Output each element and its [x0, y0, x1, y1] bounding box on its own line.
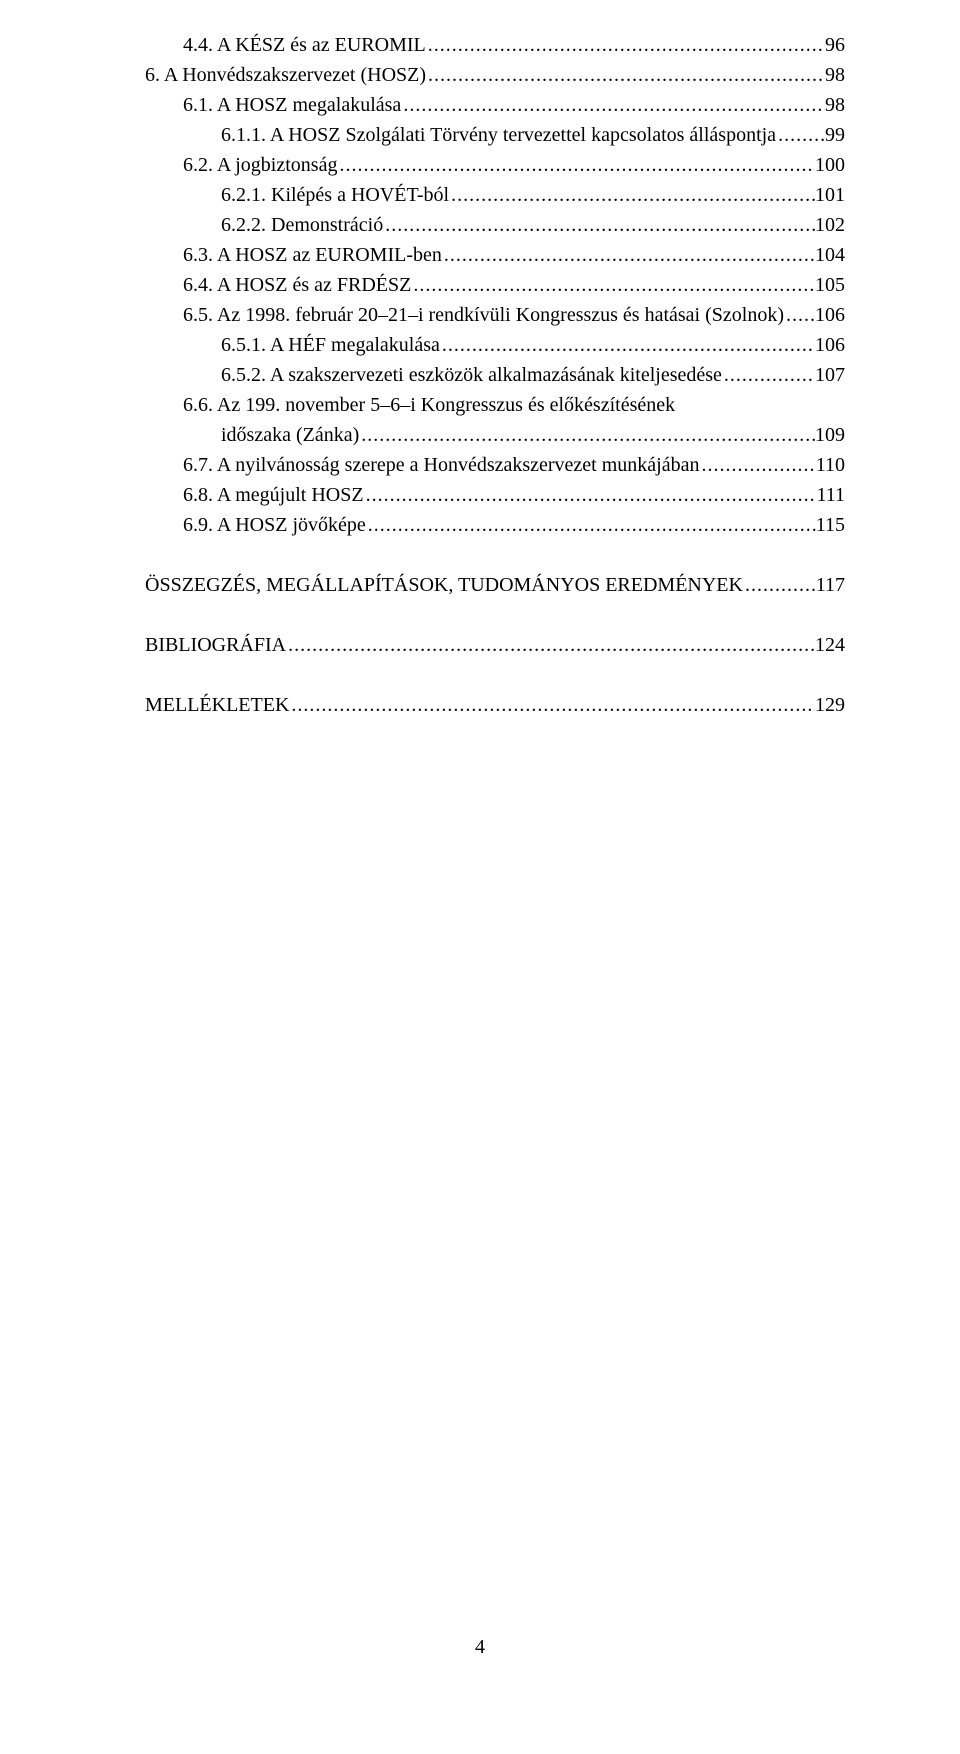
- toc-page-number: 109: [815, 420, 845, 450]
- toc-entry: 6. A Honvédszakszervezet (HOSZ) ........…: [145, 60, 845, 90]
- toc-text: 6.1. A HOSZ megalakulása: [183, 90, 401, 120]
- toc-text: 6. A Honvédszakszervezet (HOSZ): [145, 60, 426, 90]
- toc-entry: 6.4. A HOSZ és az FRDÉSZ ...............…: [145, 270, 845, 300]
- toc-leader-dots: ........................................…: [784, 300, 815, 330]
- toc-text: 6.5. Az 1998. február 20–21–i rendkívüli…: [183, 300, 784, 330]
- toc-text: ÖSSZEGZÉS, MEGÁLLAPÍTÁSOK, TUDOMÁNYOS ER…: [145, 570, 743, 600]
- toc-page-number: 100: [815, 150, 845, 180]
- toc-page-number: 101: [815, 180, 845, 210]
- toc-leader-dots: ........................................…: [449, 180, 815, 210]
- toc-entry: 6.3. A HOSZ az EUROMIL-ben .............…: [145, 240, 845, 270]
- toc-page-number: 115: [816, 510, 845, 540]
- toc-text: 6.6. Az 199. november 5–6–i Kongresszus …: [183, 394, 675, 416]
- page-number: 4: [0, 1636, 960, 1659]
- toc-leader-dots: ........................................…: [743, 570, 816, 600]
- toc-text: 6.2.1. Kilépés a HOVÉT-ból: [221, 180, 449, 210]
- toc-page-number: 98: [825, 60, 845, 90]
- toc-text: BIBLIOGRÁFIA: [145, 630, 286, 660]
- toc-text: 4.4. A KÉSZ és az EUROMIL: [183, 30, 426, 60]
- toc-page-number: 124: [815, 630, 845, 660]
- toc-text: 6.9. A HOSZ jövőképe: [183, 510, 366, 540]
- toc-entry: 6.5.2. A szakszervezeti eszközök alkalma…: [145, 360, 845, 390]
- toc-entry: 6.2.2. Demonstráció ....................…: [145, 210, 845, 240]
- toc-leader-dots: ........................................…: [289, 690, 815, 720]
- toc-page-number: 96: [825, 30, 845, 60]
- toc-entry: 4.4. A KÉSZ és az EUROMIL ..............…: [145, 30, 845, 60]
- toc-spacer: [145, 540, 845, 570]
- toc-leader-dots: ........................................…: [337, 150, 815, 180]
- toc-text: MELLÉKLETEK: [145, 690, 289, 720]
- toc-text: 6.4. A HOSZ és az FRDÉSZ: [183, 270, 411, 300]
- toc-entry: BIBLIOGRÁFIA ...........................…: [145, 630, 845, 660]
- toc-page-number: 117: [816, 570, 845, 600]
- toc-entry: 6.2. A jogbiztonság ....................…: [145, 150, 845, 180]
- toc-entry: 6.6. Az 199. november 5–6–i Kongresszus …: [145, 390, 845, 420]
- toc-leader-dots: ........................................…: [401, 90, 825, 120]
- toc-page-number: 107: [815, 360, 845, 390]
- toc-entry: 6.7. A nyilvánosság szerepe a Honvédszak…: [145, 450, 845, 480]
- toc-entry: 6.1. A HOSZ megalakulása ...............…: [145, 90, 845, 120]
- toc-leader-dots: ........................................…: [442, 240, 815, 270]
- toc-leader-dots: ........................................…: [286, 630, 815, 660]
- toc-leader-dots: ........................................…: [359, 420, 815, 450]
- toc-entry: MELLÉKLETEK ............................…: [145, 690, 845, 720]
- toc-text: 6.8. A megújult HOSZ: [183, 480, 364, 510]
- toc-entry: 6.8. A megújult HOSZ ...................…: [145, 480, 845, 510]
- toc-text: 6.2. A jogbiztonság: [183, 150, 337, 180]
- toc-entry: 6.5. Az 1998. február 20–21–i rendkívüli…: [145, 300, 845, 330]
- toc-page-number: 106: [815, 330, 845, 360]
- toc-page-number: 104: [815, 240, 845, 270]
- toc-page-number: 106: [815, 300, 845, 330]
- toc-text: 6.5.1. A HÉF megalakulása: [221, 330, 440, 360]
- toc-leader-dots: ........................................…: [383, 210, 815, 240]
- toc-entry: 6.2.1. Kilépés a HOVÉT-ból .............…: [145, 180, 845, 210]
- toc-page-number: 129: [815, 690, 845, 720]
- toc-entry-continuation: időszaka (Zánka)........................…: [145, 420, 845, 450]
- toc-text: időszaka (Zánka): [221, 420, 359, 450]
- toc-page-number: 111: [816, 480, 845, 510]
- toc-spacer: [145, 600, 845, 630]
- toc-leader-dots: ........................................…: [776, 120, 825, 150]
- toc-leader-dots: ........................................…: [366, 510, 816, 540]
- toc-entry: ÖSSZEGZÉS, MEGÁLLAPÍTÁSOK, TUDOMÁNYOS ER…: [145, 570, 845, 600]
- toc-leader-dots: ........................................…: [364, 480, 817, 510]
- toc-entry: 6.5.1. A HÉF megalakulása ..............…: [145, 330, 845, 360]
- toc-leader-dots: ........................................…: [699, 450, 815, 480]
- toc-page: 4.4. A KÉSZ és az EUROMIL ..............…: [0, 0, 960, 720]
- toc-text: 6.7. A nyilvánosság szerepe a Honvédszak…: [183, 450, 699, 480]
- toc-text: 6.5.2. A szakszervezeti eszközök alkalma…: [221, 360, 722, 390]
- toc-text: 6.3. A HOSZ az EUROMIL-ben: [183, 240, 442, 270]
- toc-text: 6.2.2. Demonstráció: [221, 210, 383, 240]
- toc-page-number: 99: [825, 120, 845, 150]
- toc-entry: 6.1.1. A HOSZ Szolgálati Törvény terveze…: [145, 120, 845, 150]
- toc-spacer: [145, 660, 845, 690]
- toc-page-number: 110: [816, 450, 845, 480]
- toc-leader-dots: ........................................…: [426, 30, 825, 60]
- toc-leader-dots: ........................................…: [440, 330, 815, 360]
- toc-page-number: 98: [825, 90, 845, 120]
- toc-text: 6.1.1. A HOSZ Szolgálati Törvény terveze…: [221, 120, 776, 150]
- toc-leader-dots: ........................................…: [722, 360, 815, 390]
- toc-page-number: 102: [815, 210, 845, 240]
- toc-leader-dots: ........................................…: [426, 60, 825, 90]
- toc-leader-dots: ........................................…: [411, 270, 815, 300]
- toc-entry: 6.9. A HOSZ jövőképe ...................…: [145, 510, 845, 540]
- toc-page-number: 105: [815, 270, 845, 300]
